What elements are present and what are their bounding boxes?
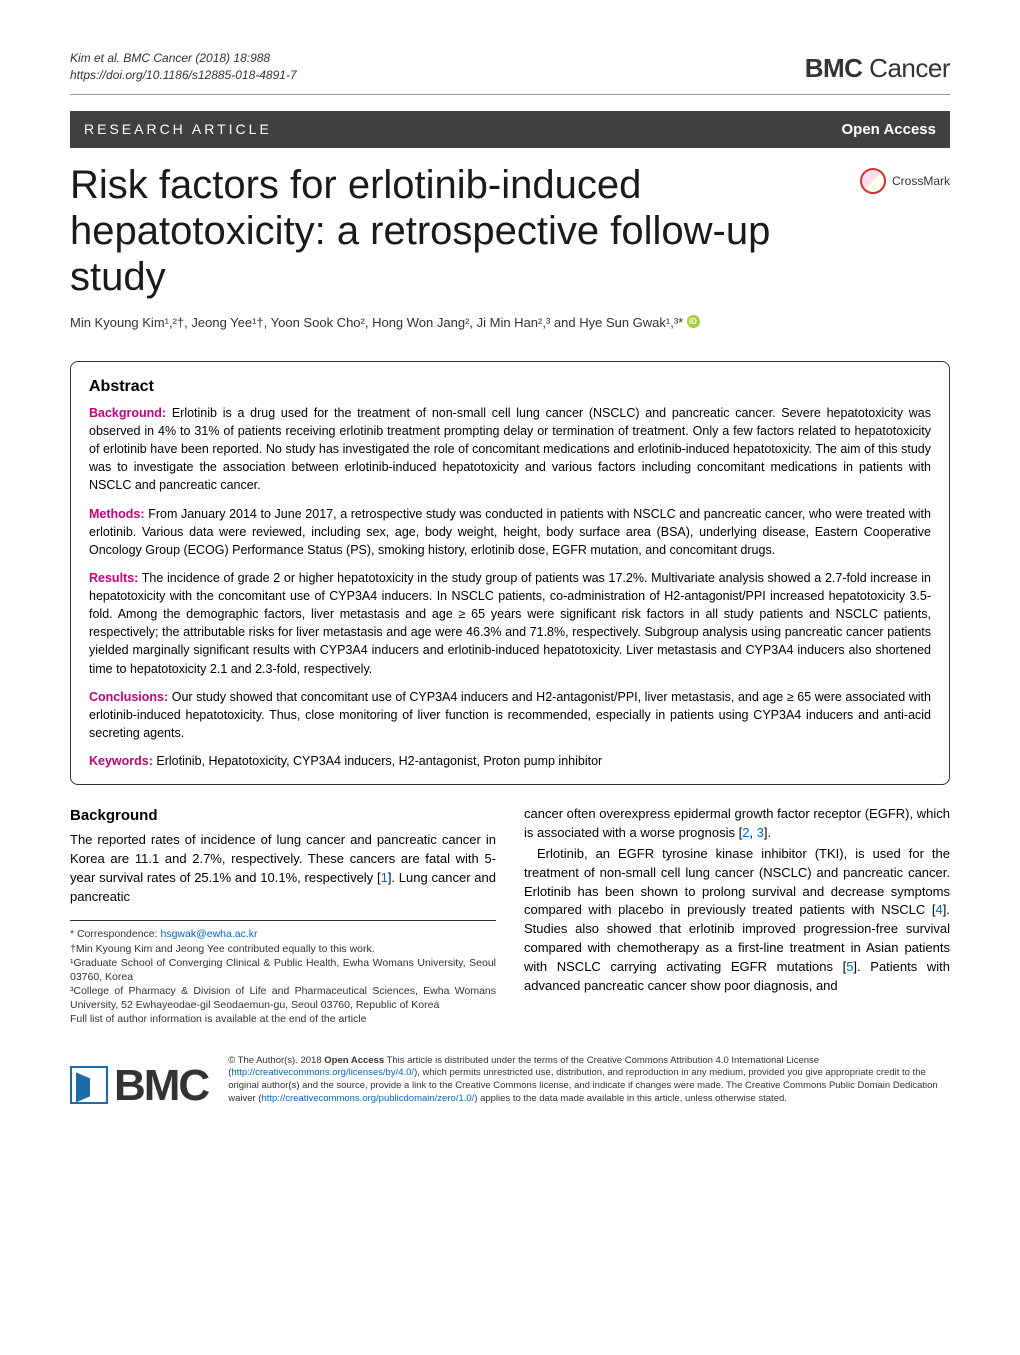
right-column: cancer often overexpress epidermal growt… — [524, 805, 950, 1026]
abstract-heading: Abstract — [89, 376, 931, 398]
correspondence: * Correspondence: hsgwak@ewha.ac.kr — [70, 927, 496, 941]
abstract-keywords: Keywords: Erlotinib, Hepatotoxicity, CYP… — [89, 752, 931, 770]
conclusions-text: Our study showed that concomitant use of… — [89, 690, 931, 740]
article-type-bar: RESEARCH ARTICLE Open Access — [70, 111, 950, 148]
citation: Kim et al. BMC Cancer (2018) 18:988 — [70, 50, 297, 67]
background-text: Erlotinib is a drug used for the treatme… — [89, 406, 931, 493]
abstract-box: Abstract Background: Erlotinib is a drug… — [70, 361, 950, 786]
footnotes: * Correspondence: hsgwak@ewha.ac.kr †Min… — [70, 920, 496, 1026]
cc-by-link[interactable]: http://creativecommons.org/licenses/by/4… — [231, 1067, 414, 1078]
open-access-label: Open Access — [842, 119, 937, 140]
equal-contrib: †Min Kyoung Kim and Jeong Yee contribute… — [70, 942, 496, 956]
journal-logo: BMC Cancer — [805, 50, 950, 86]
authors-text: Min Kyoung Kim¹,²†, Jeong Yee¹†, Yoon So… — [70, 315, 683, 330]
doi: https://doi.org/10.1186/s12885-018-4891-… — [70, 67, 297, 84]
abstract-methods: Methods: From January 2014 to June 2017,… — [89, 505, 931, 559]
crossmark-label: CrossMark — [892, 173, 950, 190]
affiliation-3: ³College of Pharmacy & Division of Life … — [70, 984, 496, 1012]
body-columns: Background The reported rates of inciden… — [70, 805, 950, 1026]
abstract-conclusions: Conclusions: Our study showed that conco… — [89, 688, 931, 742]
ref-1[interactable]: 1 — [381, 870, 388, 885]
conclusions-label: Conclusions: — [89, 690, 168, 704]
license-text: © The Author(s). 2018 Open Access This a… — [228, 1055, 950, 1106]
header-divider — [70, 94, 950, 95]
license-footer: BMC © The Author(s). 2018 Open Access Th… — [70, 1055, 950, 1117]
article-type: RESEARCH ARTICLE — [84, 120, 272, 140]
article-title: Risk factors for erlotinib-induced hepat… — [70, 162, 840, 300]
body-para-2: cancer often overexpress epidermal growt… — [524, 805, 950, 843]
ref-4[interactable]: 4 — [936, 902, 943, 917]
abstract-background: Background: Erlotinib is a drug used for… — [89, 404, 931, 495]
bmc-icon — [70, 1066, 108, 1104]
background-label: Background: — [89, 406, 166, 420]
body-para-1: The reported rates of incidence of lung … — [70, 831, 496, 906]
corr-email[interactable]: hsgwak@ewha.ac.kr — [160, 928, 257, 940]
results-text: The incidence of grade 2 or higher hepat… — [89, 571, 931, 676]
orcid-icon[interactable] — [687, 315, 700, 328]
full-affiliations-note: Full list of author information is avail… — [70, 1012, 496, 1026]
keywords-label: Keywords: — [89, 754, 153, 768]
ref-2[interactable]: 2 — [742, 825, 749, 840]
cc0-link[interactable]: http://creativecommons.org/publicdomain/… — [261, 1093, 474, 1104]
body-para-3: Erlotinib, an EGFR tyrosine kinase inhib… — [524, 845, 950, 996]
abstract-results: Results: The incidence of grade 2 or hig… — [89, 569, 931, 678]
results-label: Results: — [89, 571, 138, 585]
left-column: Background The reported rates of inciden… — [70, 805, 496, 1026]
crossmark-icon — [860, 168, 886, 194]
affiliation-1: ¹Graduate School of Converging Clinical … — [70, 956, 496, 984]
citation-block: Kim et al. BMC Cancer (2018) 18:988 http… — [70, 50, 297, 84]
bmc-logo: BMC — [70, 1055, 208, 1117]
keywords-text: Erlotinib, Hepatotoxicity, CYP3A4 induce… — [153, 754, 602, 768]
running-header: Kim et al. BMC Cancer (2018) 18:988 http… — [70, 50, 950, 86]
crossmark-badge[interactable]: CrossMark — [860, 168, 950, 194]
methods-label: Methods: — [89, 507, 145, 521]
ref-3[interactable]: 3 — [757, 825, 764, 840]
background-heading: Background — [70, 805, 496, 827]
methods-text: From January 2014 to June 2017, a retros… — [89, 507, 931, 557]
author-list: Min Kyoung Kim¹,²†, Jeong Yee¹†, Yoon So… — [70, 314, 950, 332]
bmc-text: BMC — [114, 1055, 208, 1117]
